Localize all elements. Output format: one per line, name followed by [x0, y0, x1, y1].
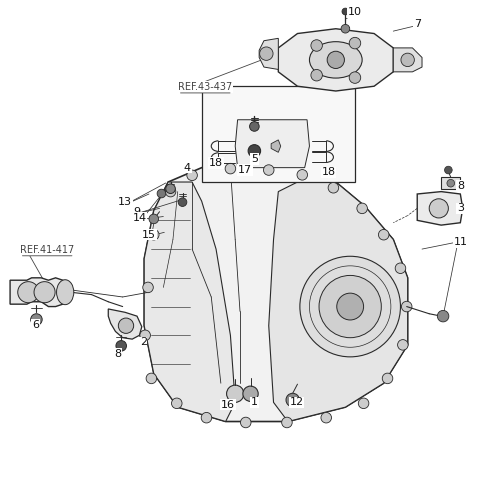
Text: 16: 16 [221, 400, 235, 410]
Text: 7: 7 [414, 19, 421, 29]
Circle shape [31, 314, 42, 325]
Circle shape [321, 412, 332, 423]
Text: 5: 5 [251, 154, 258, 164]
Circle shape [349, 72, 360, 83]
Text: 4: 4 [184, 163, 191, 172]
Circle shape [311, 40, 323, 51]
Circle shape [337, 293, 363, 320]
Text: 6: 6 [32, 320, 39, 330]
Circle shape [149, 214, 158, 224]
Circle shape [264, 165, 274, 175]
Text: 18: 18 [209, 158, 223, 168]
Circle shape [395, 263, 406, 274]
Circle shape [382, 373, 393, 384]
Circle shape [300, 256, 400, 357]
Text: 10: 10 [348, 7, 362, 17]
Circle shape [349, 37, 360, 49]
Circle shape [146, 373, 156, 384]
Text: 11: 11 [453, 237, 468, 247]
Circle shape [297, 170, 308, 180]
Circle shape [157, 189, 166, 198]
Circle shape [178, 198, 187, 206]
Text: 2: 2 [140, 338, 147, 347]
Circle shape [328, 182, 339, 193]
Circle shape [286, 393, 300, 407]
Ellipse shape [310, 42, 362, 78]
Circle shape [116, 341, 126, 351]
Polygon shape [144, 163, 408, 422]
Bar [441, 177, 460, 189]
Circle shape [401, 53, 414, 67]
Text: 1: 1 [251, 398, 258, 407]
Circle shape [397, 340, 408, 350]
Circle shape [140, 330, 150, 341]
Circle shape [171, 398, 182, 409]
Text: 18: 18 [322, 168, 336, 177]
Polygon shape [235, 120, 310, 168]
Text: REF.41-417: REF.41-417 [20, 245, 74, 255]
Circle shape [444, 166, 452, 174]
Polygon shape [271, 140, 281, 152]
Polygon shape [393, 48, 422, 72]
Circle shape [34, 282, 55, 303]
Circle shape [227, 385, 244, 402]
Circle shape [429, 199, 448, 218]
Circle shape [225, 163, 236, 174]
Circle shape [165, 186, 176, 197]
Circle shape [357, 203, 367, 214]
Circle shape [282, 417, 292, 428]
Text: 3: 3 [457, 204, 464, 213]
Text: 17: 17 [238, 165, 252, 175]
Circle shape [437, 310, 449, 322]
Circle shape [18, 282, 39, 303]
Circle shape [260, 47, 273, 60]
Ellipse shape [57, 280, 74, 305]
Circle shape [401, 301, 412, 312]
Text: 8: 8 [457, 181, 464, 191]
Circle shape [358, 398, 369, 409]
Circle shape [248, 145, 261, 157]
Circle shape [327, 51, 345, 68]
Circle shape [250, 122, 259, 131]
Text: 13: 13 [118, 197, 132, 207]
Circle shape [201, 412, 212, 423]
Circle shape [378, 229, 389, 240]
Circle shape [319, 275, 381, 338]
Text: REF.43-437: REF.43-437 [178, 82, 232, 92]
Circle shape [341, 24, 350, 33]
Bar [202, 86, 355, 182]
Text: 14: 14 [132, 213, 146, 223]
Circle shape [166, 184, 175, 194]
Circle shape [187, 170, 197, 181]
Polygon shape [10, 278, 70, 307]
Text: 12: 12 [289, 398, 303, 407]
Polygon shape [269, 182, 408, 422]
Text: 15: 15 [142, 230, 156, 240]
Text: 9: 9 [133, 207, 141, 217]
Polygon shape [108, 309, 142, 339]
Circle shape [240, 417, 251, 428]
Circle shape [342, 8, 349, 15]
Circle shape [143, 282, 153, 293]
Circle shape [243, 386, 258, 401]
Text: 8: 8 [114, 349, 121, 358]
Circle shape [447, 180, 455, 187]
Polygon shape [144, 182, 235, 422]
Circle shape [119, 318, 133, 333]
Circle shape [311, 69, 323, 81]
Polygon shape [417, 192, 463, 225]
Circle shape [148, 229, 159, 240]
Polygon shape [259, 38, 278, 69]
Polygon shape [278, 29, 393, 91]
